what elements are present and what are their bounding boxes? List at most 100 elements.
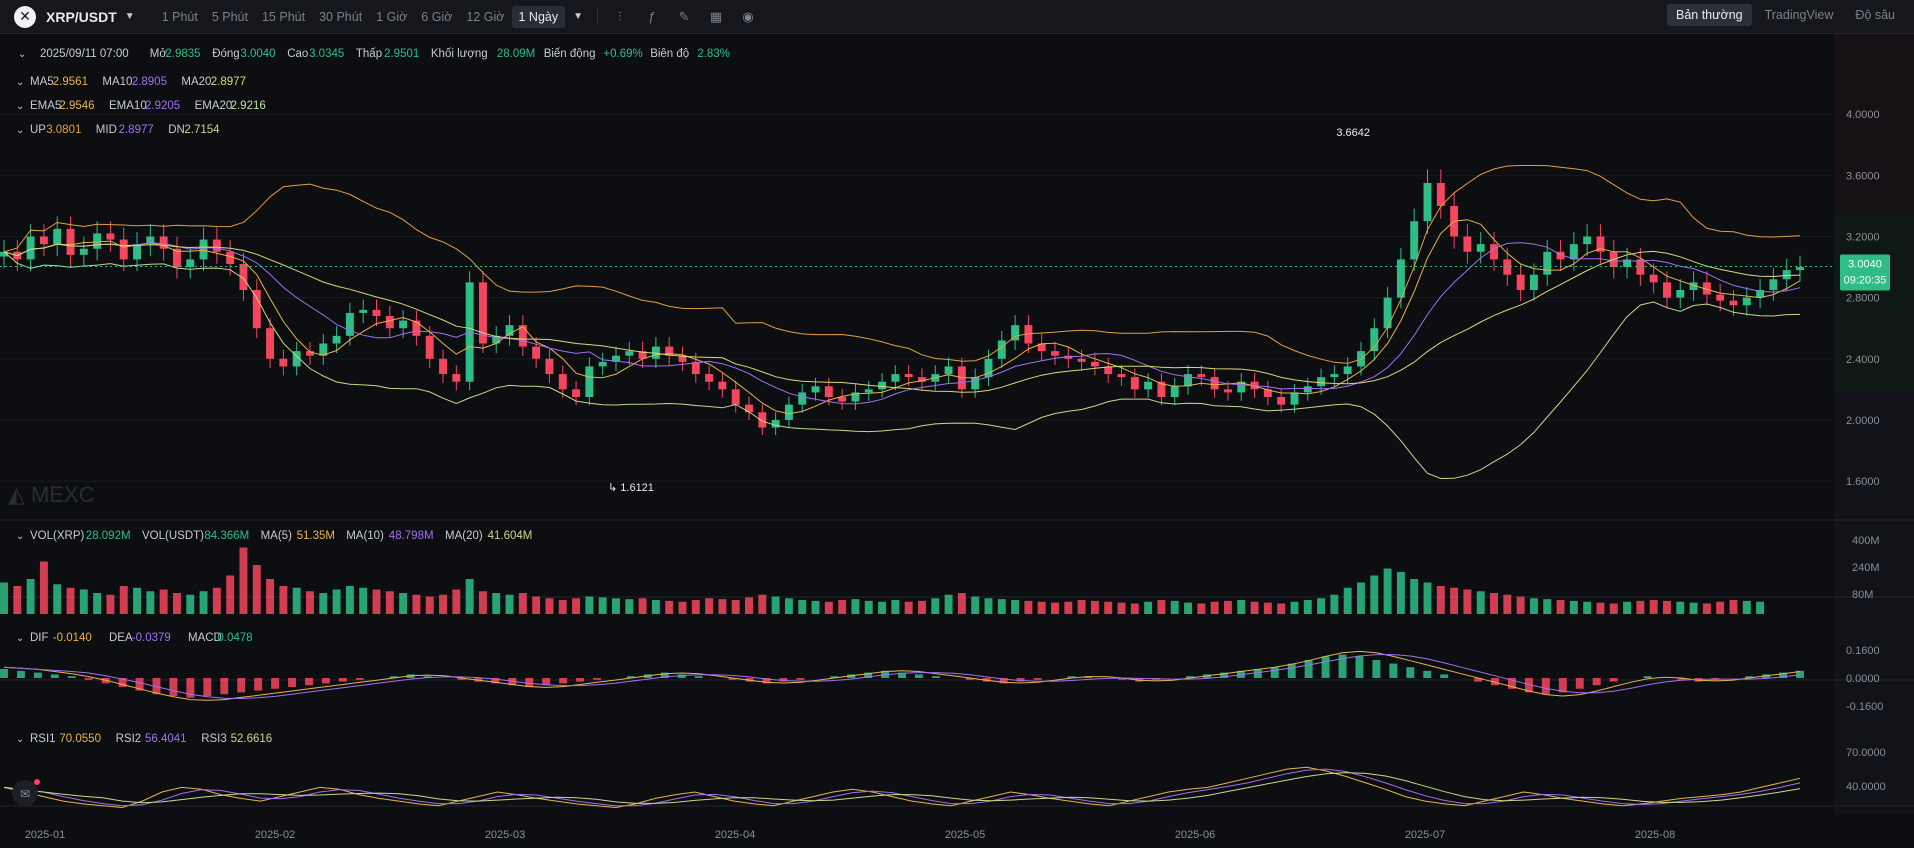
x-tick-1: 2025-02 (255, 829, 295, 841)
view-tab-1[interactable]: TradingView (1764, 8, 1834, 22)
volume-bar (585, 596, 594, 614)
candle-body (691, 361, 700, 375)
candle-body (1729, 300, 1738, 306)
interval-4[interactable]: 1 Giờ (376, 9, 408, 24)
macd-legend-value-0: -0.0140 (53, 632, 92, 644)
interval-7[interactable]: 1 Ngày (511, 5, 566, 28)
ohlc-high_label: Cao (287, 48, 308, 60)
ohlc-volume: 28.09M (497, 48, 535, 60)
chat-icon: ✉ (20, 787, 30, 801)
ma10-line (3, 242, 1801, 405)
candle-body (372, 309, 381, 316)
ma-legend-name-2: MA20 (181, 76, 211, 88)
macd-bar (1423, 670, 1432, 678)
macd-bar (999, 678, 1008, 684)
volume-bar (1729, 600, 1738, 614)
symbol-selector[interactable]: XRP/USDT (46, 8, 117, 25)
volume-bar (1396, 572, 1405, 614)
volume-bar (984, 598, 993, 614)
volume-bar (1024, 600, 1033, 614)
candle-body (159, 236, 168, 249)
volume-bar (665, 600, 674, 614)
candle-body (1223, 389, 1232, 393)
candle-body (1343, 366, 1352, 375)
volume-bar (1210, 601, 1219, 614)
macd-bar (779, 678, 788, 682)
candle-body (558, 374, 567, 390)
interval-6[interactable]: 12 Giờ (466, 9, 505, 24)
candle-body (838, 397, 847, 402)
candle-body (1263, 389, 1272, 397)
volume-bar (306, 591, 314, 614)
macd-bar (237, 678, 246, 693)
candle-body (119, 239, 128, 260)
interval-5[interactable]: 6 Giờ (421, 9, 453, 24)
view-tab-2[interactable]: Độ sâu (1855, 8, 1895, 22)
view-tab-0[interactable]: Bản thường (1666, 4, 1752, 26)
interval-3[interactable]: 30 Phút (319, 9, 363, 24)
volume-bar (731, 600, 740, 614)
ma-legend-value-0: 2.9561 (53, 76, 88, 88)
indicator-icon[interactable]: ⫶ (618, 8, 622, 24)
pencil-icon[interactable]: ✎ (678, 8, 690, 24)
candle-body (1170, 386, 1179, 397)
interval-2[interactable]: 15 Phút (261, 9, 306, 24)
price-chart[interactable]: 4.0000 3.6000 3.2000 2.8000 2.4000 2.0000 1.60… (0, 34, 1914, 848)
boll-legend-name-0: UP (30, 124, 46, 136)
macd-bar (1270, 667, 1279, 678)
candle-body (532, 346, 541, 359)
interval-0[interactable]: 1 Phút (161, 9, 198, 24)
candle-body (1569, 244, 1578, 260)
top-toolbar: ✕ XRP/USDT ▼ 1 Phút 5 Phút 15 Phút 30 Phút 1… (0, 0, 1914, 34)
candle-body (1476, 244, 1485, 252)
ohlc-open: 2.9835 (165, 48, 200, 60)
camera-icon[interactable]: ◉ (742, 8, 754, 24)
chat-icon-bg[interactable] (12, 780, 38, 806)
formula-icon[interactable]: ƒ (648, 9, 656, 24)
ema-legend-value-2: 2.9216 (231, 100, 266, 112)
candle-body (252, 290, 261, 329)
interval-1[interactable]: 5 Phút (211, 9, 248, 24)
boll-legend-name-2: DN (168, 124, 185, 136)
volume-tick-0: 400M (1852, 535, 1880, 547)
macd-bar (1474, 678, 1483, 682)
volume-bar (146, 591, 155, 614)
volume-bar (1436, 586, 1445, 614)
macd-bar (593, 678, 601, 680)
ohlc-high: 3.0345 (309, 48, 344, 60)
macd-bar (1118, 678, 1127, 680)
macd-bar (1779, 672, 1788, 678)
candle-body (306, 351, 314, 356)
volume-tick-2: 80M (1852, 589, 1873, 601)
macd-bar (1575, 678, 1584, 689)
volume-bar (1064, 601, 1073, 614)
candle-body (705, 374, 714, 382)
ohlc-change: +0.69% (603, 48, 642, 60)
macd-bar (169, 678, 178, 696)
current-price-label: 3.0040 (1848, 258, 1882, 270)
macd-bar (762, 678, 771, 684)
interval-dropdown-icon[interactable]: ▼ (573, 11, 584, 22)
candle-body (1503, 259, 1512, 275)
volume-bar (79, 589, 88, 614)
ohlc-date: 2025/09/11 07:00 (40, 48, 129, 60)
candle-body (784, 404, 793, 420)
volume-bar (292, 587, 301, 614)
candle-body (612, 355, 620, 362)
candle-body (824, 386, 833, 397)
candle-body (1277, 397, 1286, 405)
price-tick-2: 3.2000 (1846, 232, 1880, 244)
volume-bar (1263, 602, 1272, 614)
close-icon[interactable]: ✕ (14, 5, 36, 28)
chevron-down-icon[interactable]: ▼ (124, 11, 135, 22)
volume-bar (1503, 594, 1512, 614)
macd-tick-2: -0.1600 (1846, 701, 1883, 713)
vol-legend-name-2: MA(5) (261, 530, 292, 542)
volume-bar (1476, 591, 1485, 614)
candle-body (505, 325, 514, 336)
candle-body (1090, 361, 1099, 367)
volume-bar (931, 598, 940, 614)
volume-bar (532, 596, 541, 614)
layout-icon[interactable]: ▦ (709, 8, 723, 24)
volume-bar (745, 597, 753, 614)
